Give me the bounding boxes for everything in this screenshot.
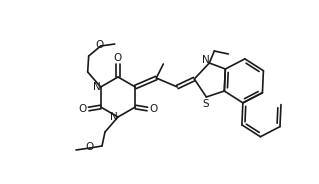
Text: N: N bbox=[203, 55, 210, 65]
Text: O: O bbox=[78, 104, 87, 114]
Text: N: N bbox=[110, 112, 118, 122]
Text: O: O bbox=[114, 53, 122, 63]
Text: O: O bbox=[149, 104, 158, 114]
Text: O: O bbox=[96, 40, 104, 50]
Text: N: N bbox=[93, 82, 100, 92]
Text: O: O bbox=[86, 142, 94, 152]
Text: S: S bbox=[202, 99, 209, 109]
